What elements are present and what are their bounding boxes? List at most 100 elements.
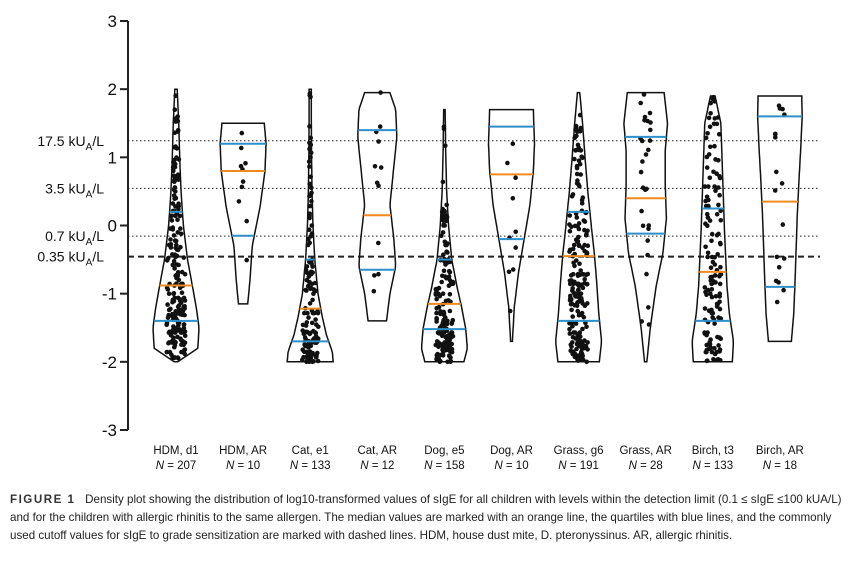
data-point [584, 282, 590, 287]
data-point [168, 237, 173, 242]
data-point [305, 310, 310, 316]
data-point [585, 340, 590, 345]
data-point [443, 143, 448, 148]
data-point [576, 226, 582, 232]
data-point [704, 154, 710, 160]
group-label: Cat, e1 [292, 445, 329, 457]
data-point [180, 330, 185, 335]
data-point [171, 193, 177, 198]
data-point [175, 355, 181, 360]
data-point [304, 277, 310, 283]
violin-outline [152, 88, 200, 363]
data-point [434, 310, 439, 316]
data-point [646, 223, 652, 228]
violins [152, 88, 803, 365]
data-point [305, 357, 310, 362]
data-point [175, 127, 181, 133]
violin-outline [357, 91, 398, 322]
violin-outline [420, 108, 468, 363]
data-point [577, 112, 583, 118]
group-n-label: N = 10 [226, 460, 260, 472]
data-point [434, 296, 439, 302]
data-point [577, 261, 582, 267]
group-label: Birch, t3 [692, 445, 734, 457]
data-point [702, 306, 708, 311]
data-point [513, 229, 518, 235]
data-point [576, 336, 581, 341]
data-point [578, 268, 583, 273]
violin-chart: 17.5 kUA/L 3.5 kUA/L 0.7 kUA/L0.35 kUA/L -… [37, 12, 820, 472]
cutoff-label: 0.35 kUA/L [37, 249, 104, 269]
y-axis: -3 -2 -1 0 1 2 3 [102, 12, 129, 440]
data-point [706, 115, 712, 121]
data-point [575, 340, 580, 345]
data-point [171, 329, 176, 334]
data-point [716, 185, 721, 190]
data-point [440, 291, 446, 297]
data-point [567, 213, 573, 218]
data-point [450, 281, 456, 287]
data-point [574, 133, 579, 139]
data-point [779, 181, 785, 186]
group-label: Cat, AR [357, 445, 397, 457]
group-label: Dog, e5 [424, 445, 464, 457]
data-point [706, 308, 712, 314]
data-point [173, 340, 178, 345]
data-point [176, 262, 181, 268]
data-point [243, 161, 248, 166]
y-tick-label: 1 [108, 148, 117, 167]
data-point [703, 198, 708, 204]
data-point [572, 156, 577, 162]
data-point [300, 357, 305, 363]
data-point [308, 203, 313, 209]
data-point [304, 288, 309, 293]
data-point [705, 254, 710, 260]
data-point [171, 233, 177, 238]
data-point [167, 330, 173, 335]
data-point [712, 184, 717, 189]
data-point [166, 291, 172, 297]
data-point [576, 287, 581, 293]
data-point [434, 357, 439, 362]
data-point [580, 155, 585, 161]
data-point [570, 192, 576, 197]
violin-outline [487, 108, 536, 343]
data-point [645, 238, 650, 243]
data-point [307, 301, 313, 306]
data-point [171, 168, 176, 174]
data-point [581, 314, 587, 320]
data-point [709, 294, 715, 300]
data-point [174, 155, 179, 160]
data-point [703, 221, 708, 226]
data-point [440, 218, 446, 223]
data-point [708, 274, 713, 280]
data-point [180, 307, 185, 312]
data-point [574, 215, 580, 220]
group-n-label: N = 133 [692, 460, 733, 472]
data-point [717, 192, 722, 198]
data-point [648, 120, 653, 125]
data-point [308, 150, 314, 156]
data-point [708, 100, 713, 106]
data-point [308, 174, 314, 180]
data-point [706, 184, 711, 189]
violin-group [219, 122, 267, 305]
data-point [709, 238, 714, 244]
data-point [718, 316, 724, 321]
data-point [165, 315, 171, 321]
data-point [172, 355, 177, 361]
data-point [438, 352, 444, 358]
data-point [578, 356, 583, 362]
data-point [710, 96, 716, 102]
data-point [704, 342, 709, 348]
data-point [174, 146, 180, 151]
data-point [302, 335, 308, 340]
cutoff-label: 17.5 kUA/L [37, 133, 104, 153]
data-point [576, 221, 582, 226]
data-point [579, 310, 585, 316]
data-point [717, 174, 722, 179]
data-point [579, 201, 585, 206]
data-point [704, 349, 709, 355]
data-point [445, 250, 450, 255]
data-point [308, 135, 314, 141]
